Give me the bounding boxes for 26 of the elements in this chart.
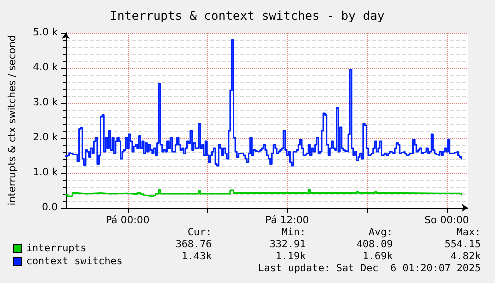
y-tick-label: 2.0 k (33, 132, 58, 144)
text: Avg: (368, 228, 393, 238)
y-tick-label: 1.0 k (33, 168, 58, 178)
text: 4.82k (450, 252, 481, 262)
text: Max: (456, 228, 481, 238)
text: Cur: (188, 228, 212, 238)
text: 554.15 (444, 240, 481, 250)
x-tick-label: So 00:00 (424, 216, 470, 226)
legend-label: interrupts (26, 244, 87, 254)
y-axis-title: interrupts & ctx switches / second (8, 35, 18, 206)
text: Min: (282, 228, 306, 238)
x-tick-label: Pá 12:00 (266, 216, 310, 226)
text: Last update: Sat Dec 6 01:20:07 2025 (258, 264, 481, 274)
text: 332.91 (270, 240, 306, 250)
chart-title: Interrupts & context switches - by day (110, 9, 385, 23)
text: 408.09 (356, 240, 393, 250)
text: 1.69k (362, 252, 393, 262)
text: 1.19k (276, 252, 306, 262)
text: 1.43k (182, 252, 212, 262)
y-tick-label: 5.0 k (33, 28, 58, 38)
y-tick-label: 0.0 (42, 202, 58, 214)
legend-label: context switches (26, 256, 123, 268)
text: 368.76 (176, 240, 212, 250)
y-tick-label: 4.0 k (33, 62, 58, 74)
y-tick-label: 3.0 k (33, 98, 58, 108)
x-tick-label: Pá 00:00 (106, 216, 150, 226)
